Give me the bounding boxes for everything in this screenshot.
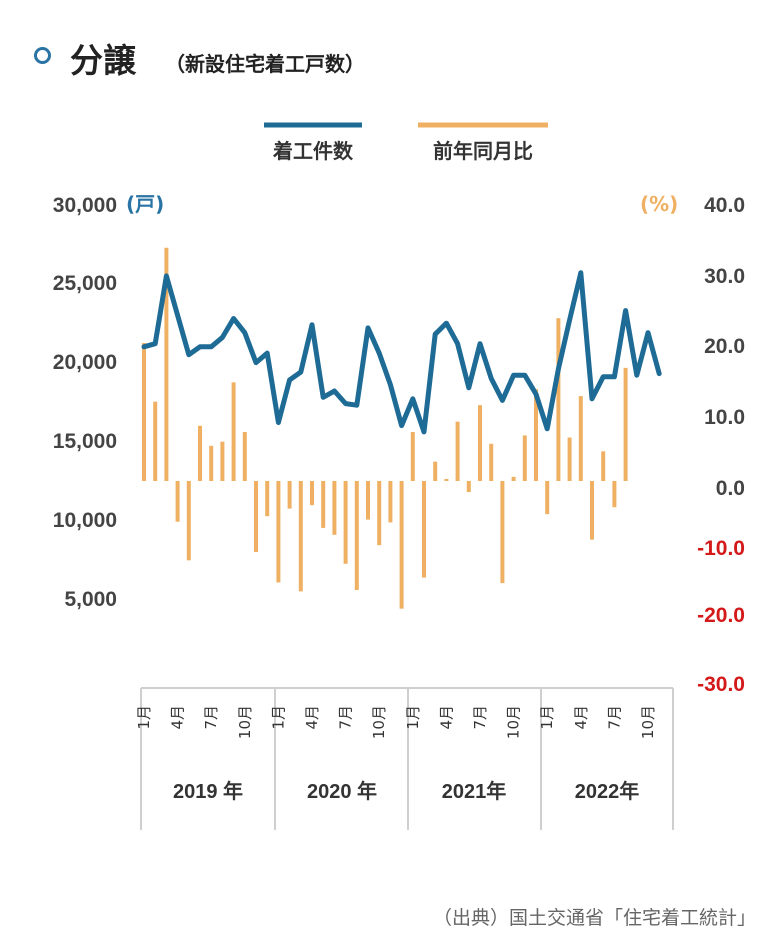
- bar: [601, 451, 606, 481]
- month-label: 1月: [135, 705, 153, 730]
- bar: [298, 481, 303, 592]
- source-note: （出典）国土交通省「住宅着工統計」: [432, 907, 756, 929]
- bar: [556, 318, 561, 481]
- bar: [623, 367, 628, 481]
- line-series: [141, 270, 662, 435]
- bar: [242, 432, 247, 481]
- month-label: 1月: [269, 705, 287, 730]
- bar: [142, 343, 146, 481]
- month-label: 10月: [505, 705, 523, 739]
- month-label: 7月: [471, 705, 489, 730]
- bar: [332, 481, 337, 535]
- bar: [444, 478, 449, 481]
- right-tick-label: 20.0: [704, 335, 745, 358]
- chart-card: 着工件数 前年同月比 (戸) (%) 30,000 25,000 20,000 …: [10, 100, 752, 888]
- bar: [466, 481, 471, 493]
- right-axis-ticks: 40.0 30.0 20.0 10.0 0.0 -10.0 -20.0 -30.…: [697, 194, 745, 696]
- bar: [422, 481, 426, 578]
- month-label: 7月: [605, 705, 623, 730]
- bar: [545, 481, 550, 515]
- month-label: 4月: [169, 705, 187, 730]
- bar-series: [142, 247, 628, 609]
- month-label: 10月: [639, 705, 657, 739]
- bar: [321, 481, 326, 528]
- left-tick-label: 30,000: [53, 194, 117, 217]
- bar: [354, 481, 359, 591]
- left-tick-label: 25,000: [53, 272, 117, 295]
- bar: [500, 481, 505, 584]
- chart-header: 分譲 （新設住宅着工戸数）: [0, 0, 770, 100]
- year-label: 2021年: [442, 779, 507, 803]
- bar: [220, 441, 225, 481]
- chart-title: 分譲: [70, 41, 136, 80]
- right-tick-label-negative: -20.0: [697, 604, 745, 627]
- bar: [433, 461, 438, 481]
- bar: [377, 481, 382, 546]
- bar: [534, 389, 538, 481]
- month-label: 4月: [437, 705, 455, 730]
- month-labels: 1月 4月 7月 10月 1月 4月 7月 10月 1月 4月 7月 10月 1月 4月 7月 10月: [135, 705, 657, 739]
- bar: [567, 437, 572, 481]
- series-line: [141, 270, 662, 435]
- bar: [254, 481, 258, 553]
- year-label: 2022年: [575, 779, 640, 803]
- right-tick-label: 40.0: [704, 194, 745, 217]
- year-label: 2019 年: [173, 779, 243, 803]
- bar: [590, 481, 594, 540]
- circle-bullet-icon: [34, 47, 51, 64]
- bar: [209, 445, 214, 481]
- bar: [287, 481, 292, 509]
- right-tick-label-negative: -10.0: [697, 537, 745, 560]
- left-tick-label: 20,000: [53, 351, 117, 374]
- left-tick-label: 10,000: [53, 509, 117, 532]
- year-labels: 2019 年 2020 年 2021年 2022年: [173, 779, 639, 803]
- bar: [186, 481, 191, 561]
- month-label: 1月: [538, 705, 556, 730]
- right-tick-label: 30.0: [704, 265, 745, 288]
- right-tick-label: 0.0: [716, 477, 745, 500]
- bar: [175, 481, 180, 522]
- bar: [310, 481, 314, 506]
- bar: [153, 401, 158, 481]
- bar: [198, 425, 202, 481]
- bar: [388, 481, 393, 523]
- month-label: 4月: [572, 705, 590, 730]
- year-label: 2020 年: [307, 779, 377, 803]
- bar: [489, 443, 494, 481]
- bar: [612, 481, 617, 508]
- month-label: 7月: [202, 705, 220, 730]
- legend-bar-label: 前年同月比: [433, 139, 533, 163]
- month-label: 1月: [404, 705, 422, 730]
- bar: [455, 421, 460, 481]
- month-label: 4月: [303, 705, 321, 730]
- right-tick-label: 10.0: [704, 406, 745, 429]
- bar: [399, 481, 404, 609]
- left-tick-label: 15,000: [53, 430, 117, 453]
- month-label: 10月: [236, 705, 254, 739]
- bar: [366, 481, 370, 520]
- bar: [265, 481, 270, 517]
- bar: [276, 481, 281, 583]
- bar: [231, 382, 236, 481]
- x-axis-frame: [140, 687, 674, 830]
- chart-plot: 着工件数 前年同月比 (戸) (%) 30,000 25,000 20,000 …: [53, 122, 745, 830]
- month-label: 7月: [337, 705, 355, 730]
- bar: [478, 405, 482, 481]
- bar: [410, 432, 415, 481]
- left-axis-ticks: 30,000 25,000 20,000 15,000 10,000 5,000: [53, 194, 117, 611]
- bar: [522, 435, 527, 481]
- legend-line-label: 着工件数: [272, 139, 354, 163]
- month-label: 10月: [370, 705, 388, 739]
- bar: [164, 247, 169, 481]
- bar: [511, 476, 516, 481]
- chart-subtitle: （新設住宅着工戸数）: [165, 52, 365, 76]
- right-tick-label-negative: -30.0: [697, 673, 745, 696]
- left-axis-unit: (戸): [126, 192, 164, 216]
- left-tick-label: 5,000: [64, 588, 117, 611]
- right-axis-unit: (%): [640, 192, 678, 216]
- bar: [578, 396, 583, 481]
- bar: [343, 481, 348, 564]
